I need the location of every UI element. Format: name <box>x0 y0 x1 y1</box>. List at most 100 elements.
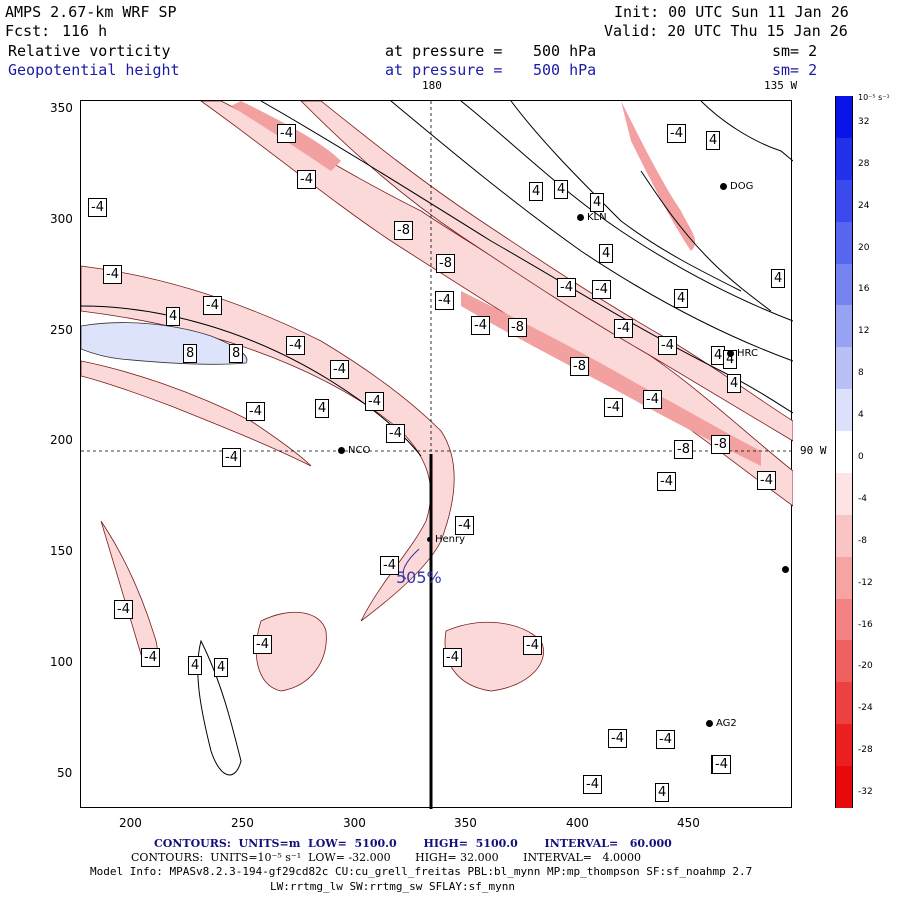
contour-label: -4 <box>435 291 454 310</box>
y-tick-100: 100 <box>50 655 73 669</box>
colorbar-segment <box>835 96 853 139</box>
colorbar-segment <box>835 347 853 390</box>
x-tick-200: 200 <box>119 816 142 830</box>
station-NCO: NCO <box>348 445 371 456</box>
footer-height-contours: CONTOURS: UNITS=m LOW= 5100.0 HIGH= 5100… <box>154 837 672 850</box>
contour-label: -4 <box>141 648 160 667</box>
footer-vorticity-contours: CONTOURS: UNITS=10⁻⁵ s⁻¹ LOW= -32.000 HI… <box>131 851 641 864</box>
contour-label: -4 <box>246 402 265 421</box>
station-dot <box>727 350 734 357</box>
colorbar-segment <box>835 179 853 223</box>
pressure-value-1: 500 hPa <box>533 42 597 60</box>
y-tick-150: 150 <box>50 544 73 558</box>
colorbar-tick: -24 <box>858 703 873 714</box>
colorbar-tick: 8 <box>858 368 864 379</box>
x-tick-350: 350 <box>454 816 477 830</box>
contour-label: -4 <box>365 392 384 411</box>
pressure-value-2: 500 hPa <box>533 61 597 79</box>
x-tick-250: 250 <box>231 816 254 830</box>
station-Henry: Henry <box>435 534 466 545</box>
contour-label: -4 <box>643 390 662 409</box>
contour-label: 4 <box>188 656 203 675</box>
y-tick-250: 250 <box>50 323 73 337</box>
colorbar-tick: -4 <box>858 493 867 504</box>
contour-label: -8 <box>394 221 413 240</box>
positive-vorticity-area <box>81 322 248 365</box>
x-tick-300: 300 <box>343 816 366 830</box>
contour-label: 4 <box>771 269 786 288</box>
colorbar-segment <box>835 389 853 432</box>
contour-label: -4 <box>604 398 623 417</box>
contour-label: -4 <box>103 265 122 284</box>
lon-label-90w: 90 W <box>800 444 827 457</box>
station-dot <box>706 720 713 727</box>
contour-label: -4 <box>386 424 405 443</box>
station-dot <box>427 537 432 542</box>
contour-label: -4 <box>222 448 241 467</box>
contour-label: -4 <box>455 516 474 535</box>
contour-label: -4 <box>712 755 731 774</box>
station-KLN: KLN <box>587 212 607 223</box>
station-DOG: DOG <box>730 181 754 192</box>
y-tick-350: 350 <box>50 101 73 115</box>
contour-label: -8 <box>436 254 455 273</box>
contour-label: -4 <box>114 600 133 619</box>
contour-label: 8 <box>229 344 244 363</box>
colorbar-tick: -20 <box>858 661 873 672</box>
contour-field <box>81 101 793 809</box>
pressure-label-1: at pressure = <box>385 42 503 60</box>
colorbar-tick: -28 <box>858 745 873 756</box>
contour-label: 4 <box>674 289 689 308</box>
colorbar-tick: 16 <box>858 284 870 295</box>
contour-label: -4 <box>658 336 677 355</box>
contour-label: -8 <box>570 357 589 376</box>
contour-label: 4 <box>599 244 614 263</box>
contour-label: 4 <box>727 374 742 393</box>
contour-label: 8 <box>183 344 198 363</box>
contour-label: -4 <box>608 729 627 748</box>
colorbar-tick: -32 <box>858 787 873 798</box>
colorbar-segment <box>835 221 853 265</box>
x-tick-400: 400 <box>566 816 589 830</box>
colorbar-tick: 20 <box>858 242 870 253</box>
field-geopotential: Geopotential height <box>8 61 180 79</box>
colorbar-segment <box>835 305 853 348</box>
field-vorticity: Relative vorticity <box>8 42 171 60</box>
contour-label: -4 <box>88 198 107 217</box>
negative-vorticity-bands <box>81 101 793 692</box>
contour-label: -8 <box>508 318 527 337</box>
contour-label: -4 <box>297 170 316 189</box>
contour-label: 4 <box>655 783 670 802</box>
colorbar-segment <box>835 263 853 306</box>
contour-label: -4 <box>253 635 272 654</box>
contour-label: -4 <box>657 472 676 491</box>
colorbar-tick: 12 <box>858 326 870 337</box>
footer-model-info-2: LW:rrtmg_lw SW:rrtmg_sw SFLAY:sf_mynn <box>270 880 516 893</box>
contour-label: -4 <box>656 730 675 749</box>
lon-label-135w: 135 W <box>764 79 798 92</box>
contour-label: -4 <box>757 471 776 490</box>
init-time: Init: 00 UTC Sun 11 Jan 26 <box>614 3 849 21</box>
colorbar-segment <box>835 598 853 641</box>
contour-label: -8 <box>711 435 730 454</box>
contour-label: 4 <box>214 658 229 677</box>
colorbar-tick: -12 <box>858 577 873 588</box>
colorbar-segment <box>835 472 853 516</box>
colorbar-segment <box>835 137 853 181</box>
station-dot <box>782 566 789 573</box>
forecast-hour: 116 h <box>62 22 108 40</box>
x-tick-450: 450 <box>677 816 700 830</box>
station-AG2: AG2 <box>716 718 737 729</box>
contour-label: -4 <box>583 775 602 794</box>
colorbar-segment <box>835 766 853 809</box>
contour-label: -4 <box>557 278 576 297</box>
contour-label: 4 <box>315 399 330 418</box>
colorbar-unit: 10⁻⁵ s⁻¹ <box>858 93 890 102</box>
station-dot <box>577 214 584 221</box>
contour-label: -4 <box>330 360 349 379</box>
colorbar-segment <box>835 431 853 474</box>
model-title: AMPS 2.67-km WRF SP <box>5 3 177 21</box>
colorbar-tick: 4 <box>858 410 864 421</box>
contour-label: 4 <box>529 182 544 201</box>
contour-label: -4 <box>667 124 686 143</box>
